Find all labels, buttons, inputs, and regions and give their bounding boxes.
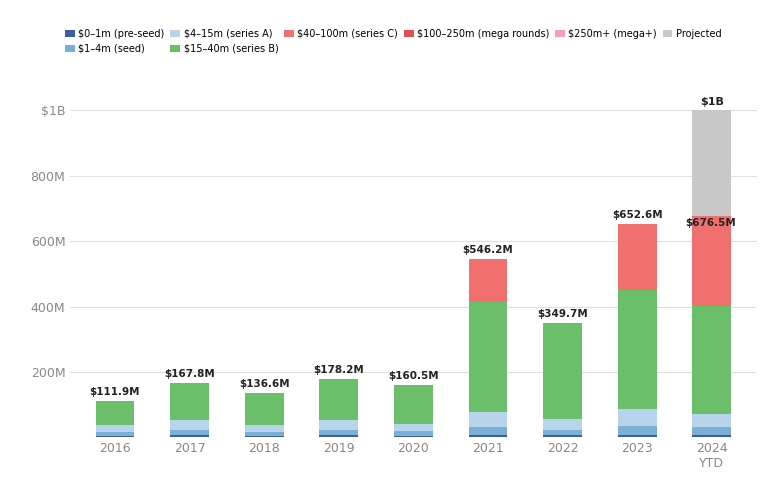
Bar [693, 435, 731, 437]
Bar [170, 420, 209, 430]
Text: $349.7M: $349.7M [537, 309, 588, 319]
Text: $1B: $1B [700, 97, 724, 106]
Bar [245, 393, 284, 425]
Bar [618, 409, 657, 426]
Bar [469, 302, 508, 412]
Bar [543, 323, 582, 419]
Bar [394, 385, 433, 424]
Bar [245, 432, 284, 436]
Text: $546.2M: $546.2M [463, 245, 513, 255]
Bar [170, 430, 209, 435]
Bar [245, 436, 284, 437]
Bar [469, 412, 508, 427]
Text: $136.6M: $136.6M [239, 379, 289, 389]
Bar [170, 435, 209, 437]
Bar [693, 110, 731, 216]
Bar [469, 427, 508, 435]
Bar [319, 435, 358, 437]
Bar [245, 425, 284, 432]
Bar [693, 427, 731, 435]
Bar [394, 436, 433, 437]
Bar [618, 426, 657, 435]
Bar [469, 435, 508, 437]
Text: $178.2M: $178.2M [314, 365, 364, 375]
Bar [319, 420, 358, 430]
Bar [543, 435, 582, 437]
Text: $167.8M: $167.8M [165, 368, 215, 379]
Bar [96, 432, 134, 436]
Bar [170, 382, 209, 420]
Bar [469, 259, 508, 302]
Bar [319, 430, 358, 435]
Text: $111.9M: $111.9M [90, 387, 140, 397]
Legend: $0–1m (pre-seed), $1–4m (seed), $4–15m (series A), $15–40m (series B), $40–100m : $0–1m (pre-seed), $1–4m (seed), $4–15m (… [62, 25, 725, 58]
Bar [543, 430, 582, 435]
Bar [693, 414, 731, 427]
Bar [693, 216, 731, 306]
Bar [618, 435, 657, 437]
Bar [96, 425, 134, 432]
Bar [96, 436, 134, 437]
Text: $676.5M: $676.5M [686, 218, 736, 228]
Bar [543, 419, 582, 430]
Bar [618, 290, 657, 409]
Text: $652.6M: $652.6M [612, 210, 662, 220]
Text: $160.5M: $160.5M [388, 371, 438, 381]
Bar [693, 306, 731, 414]
Bar [394, 431, 433, 436]
Bar [394, 424, 433, 431]
Bar [618, 224, 657, 290]
Bar [319, 379, 358, 420]
Bar [96, 401, 134, 425]
